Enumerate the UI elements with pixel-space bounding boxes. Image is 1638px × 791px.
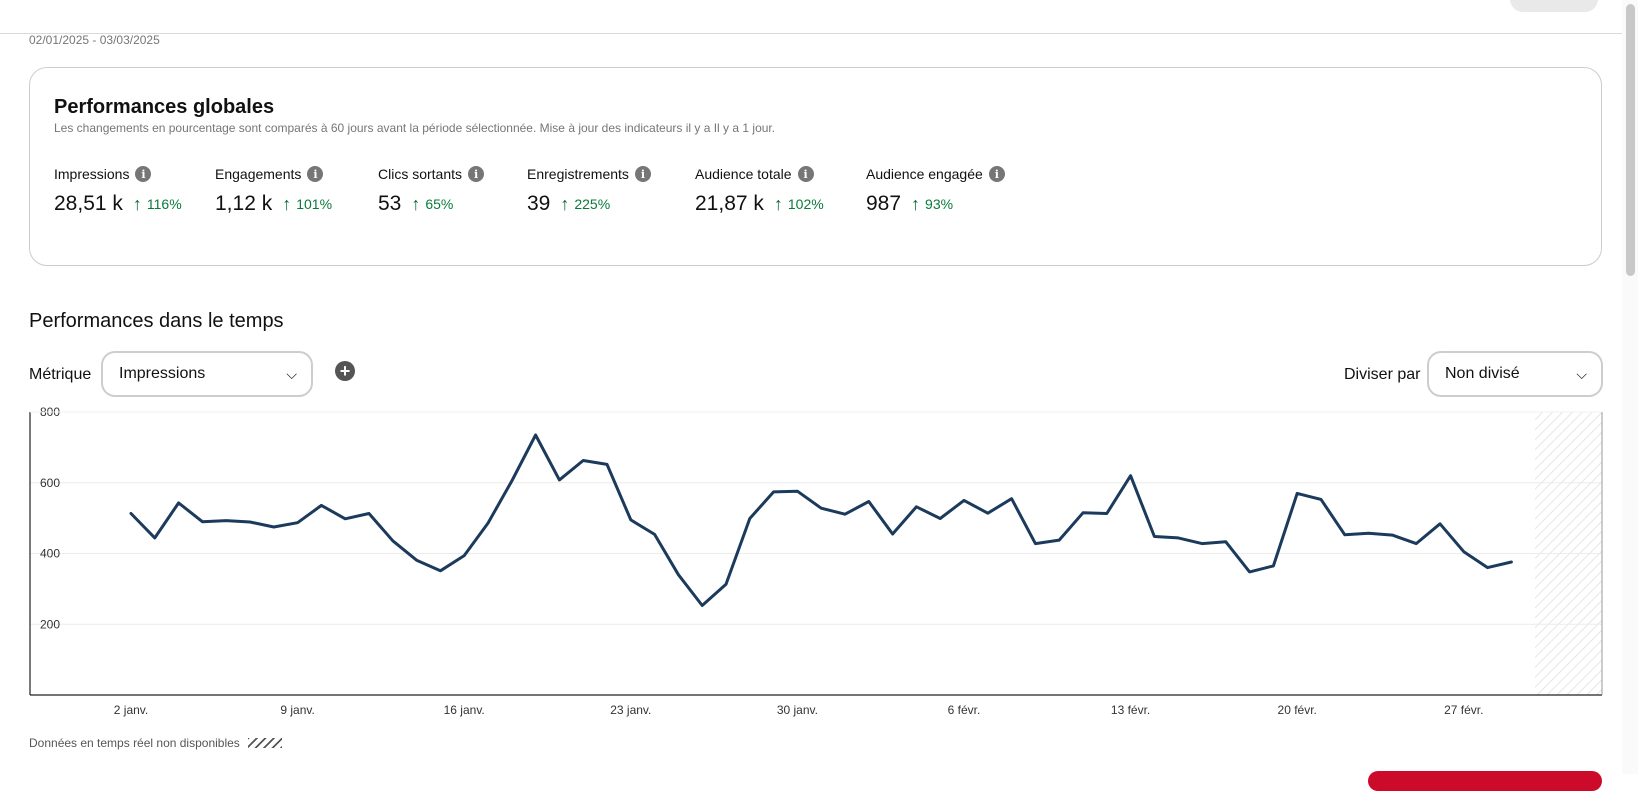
arrow-up-icon: ↑ (132, 194, 142, 214)
metric-change: 102% (787, 196, 824, 212)
metric-total-audience: Audience totale i 21,87 k ↑ 102% (695, 164, 824, 216)
metric-engagements: Engagements i 1,12 k ↑ 101% (215, 164, 332, 216)
info-icon[interactable]: i (797, 166, 814, 182)
info-icon[interactable]: i (307, 166, 324, 182)
y-tick-label: 400 (40, 547, 60, 561)
chevron-down-icon: ⌵ (1576, 365, 1587, 382)
x-tick-label: 23 janv. (610, 703, 651, 717)
metric-impressions: Impressions i 28,51 k ↑ 116% (54, 164, 182, 216)
metric-label: Audience totale (695, 166, 792, 182)
y-tick-label: 200 (40, 617, 60, 631)
metric-label: Engagements (215, 166, 302, 182)
metric-label: Impressions (54, 166, 130, 182)
realtime-note-text: Données en temps réel non disponibles (29, 736, 240, 750)
realtime-note: Données en temps réel non disponibles (29, 736, 282, 750)
x-tick-label: 2 janv. (114, 703, 148, 717)
divide-by-label: Diviser par (1344, 366, 1421, 383)
arrow-up-icon: ↑ (411, 194, 421, 214)
overview-subtitle: Les changements en pourcentage sont comp… (54, 121, 776, 135)
overview-card: Performances globales Les changements en… (29, 67, 1602, 266)
metric-value: 39 (527, 192, 551, 215)
top-bar (0, 0, 1622, 34)
metric-value: 1,12 k (215, 192, 273, 215)
y-tick-label: 600 (40, 476, 60, 490)
scrollbar[interactable] (1622, 0, 1638, 774)
metric-select-label: Métrique (29, 366, 92, 383)
metric-value: 21,87 k (695, 192, 764, 215)
x-tick-label: 20 févr. (1278, 703, 1317, 717)
chevron-down-icon: ⌵ (286, 365, 297, 382)
over-time-title: Performances dans le temps (29, 310, 284, 332)
info-icon[interactable]: i (468, 166, 485, 182)
metric-label: Audience engagée (866, 166, 983, 182)
metric-label: Enregistrements (527, 166, 629, 182)
scrollbar-thumb[interactable] (1626, 4, 1635, 276)
metric-outbound-clicks: Clics sortants i 53 ↑ 65% (378, 164, 485, 216)
info-icon[interactable]: i (988, 166, 1005, 182)
metric-label: Clics sortants (378, 166, 463, 182)
divide-by-select[interactable]: Non divisé ⌵ (1427, 351, 1603, 397)
x-tick-label: 16 janv. (444, 703, 485, 717)
divide-by-value: Non divisé (1445, 365, 1520, 382)
metric-value: 28,51 k (54, 192, 123, 215)
x-tick-label: 9 janv. (280, 703, 314, 717)
x-tick-label: 30 janv. (777, 703, 818, 717)
hatch-legend-icon (247, 738, 282, 748)
arrow-up-icon: ↑ (282, 194, 292, 214)
metric-change: 65% (425, 196, 454, 212)
plus-circle-icon[interactable]: + (335, 361, 355, 381)
metric-value: 987 (866, 192, 902, 215)
metric-select[interactable]: Impressions ⌵ (101, 351, 313, 397)
metric-change: 93% (925, 196, 954, 212)
info-icon[interactable]: i (135, 166, 152, 182)
top-action-button[interactable] (1510, 0, 1598, 12)
bottom-red-button[interactable] (1368, 771, 1602, 791)
x-tick-label: 13 févr. (1111, 703, 1150, 717)
metric-value: 53 (378, 192, 402, 215)
arrow-up-icon: ↑ (560, 194, 570, 214)
metric-engaged-audience: Audience engagée i 987 ↑ 93% (866, 164, 1005, 216)
arrow-up-icon: ↑ (911, 194, 921, 214)
metric-select-value: Impressions (119, 365, 206, 382)
metric-change: 116% (146, 196, 182, 212)
metric-change: 101% (296, 196, 333, 212)
arrow-up-icon: ↑ (773, 194, 783, 214)
x-tick-label: 6 févr. (948, 703, 981, 717)
metric-change: 225% (574, 196, 611, 212)
impressions-line (129, 433, 1513, 607)
date-range: 02/01/2025 - 03/03/2025 (29, 33, 160, 47)
info-icon[interactable]: i (634, 166, 651, 182)
metric-saves: Enregistrements i 39 ↑ 225% (527, 164, 651, 216)
x-tick-label: 27 févr. (1444, 703, 1483, 717)
overview-title: Performances globales (54, 96, 275, 118)
